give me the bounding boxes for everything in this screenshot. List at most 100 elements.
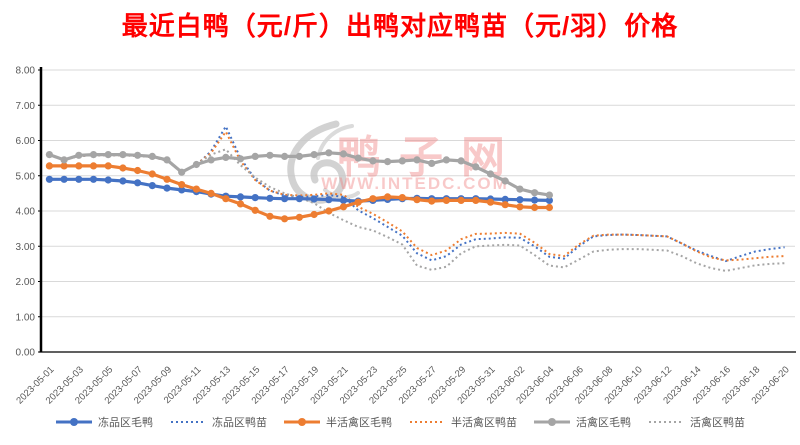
series-frozen-area-duck-marker xyxy=(325,196,333,204)
series-semi-live-area-duck-marker xyxy=(472,196,480,204)
series-live-area-duck-marker xyxy=(134,151,142,159)
series-frozen-area-duck-marker xyxy=(501,195,509,203)
series-semi-live-area-duck-marker xyxy=(60,162,68,170)
series-live-area-duck xyxy=(45,149,554,199)
series-live-area-duck-marker xyxy=(442,156,450,164)
series-live-area-duck-marker xyxy=(119,151,127,159)
series-live-area-duck-marker xyxy=(486,170,495,178)
series-live-area-duck-marker xyxy=(251,152,259,160)
series-live-area-duck-marker xyxy=(369,157,377,165)
legend-label: 冻品区毛鸭 xyxy=(98,417,153,429)
series-live-area-duck-marker xyxy=(501,177,509,185)
series-frozen-area-duck-marker xyxy=(281,195,289,203)
legend-label: 冻品区鸭苗 xyxy=(212,417,267,429)
series-live-area-duck-marker xyxy=(266,151,274,159)
legend-swatch-semi-live-area-duck-icon xyxy=(284,418,320,426)
series-semi-live-area-duck-marker xyxy=(266,212,274,220)
series-frozen-area-duck-marker xyxy=(104,176,112,184)
series-semi-live-area-duck-marker xyxy=(75,162,83,170)
series-semi-live-area-duck-marker xyxy=(486,198,495,206)
legend-item-frozen-area-duckling: 冻品区鸭苗 xyxy=(169,414,267,430)
series-frozen-area-duck-marker xyxy=(339,196,348,204)
legend-swatch-frozen-area-duckling-icon xyxy=(171,421,205,423)
series-live-area-duck-marker xyxy=(354,154,362,162)
series-semi-live-area-duck-marker xyxy=(192,185,200,193)
series-live-area-duck-marker xyxy=(163,156,171,164)
series-frozen-area-duck-marker xyxy=(163,184,171,192)
series-live-area-duck-marker xyxy=(178,168,186,176)
series-live-area-duck-marker xyxy=(457,157,465,165)
series-semi-live-area-duck-marker xyxy=(45,162,54,170)
series-live-area-duck-marker xyxy=(281,152,289,160)
series-live-area-duck-marker xyxy=(339,150,348,158)
series-semi-live-area-duck-marker xyxy=(251,206,259,214)
y-tick-label: 0.00 xyxy=(16,348,36,359)
series-semi-live-area-duck-marker xyxy=(369,195,377,203)
series-live-area-duck-marker xyxy=(428,159,436,167)
series-semi-live-area-duck-marker xyxy=(178,181,186,189)
series-semi-live-area-duck-marker xyxy=(545,203,554,212)
series-semi-live-area-duck-marker xyxy=(104,162,112,170)
chart-title: 最近白鸭（元/斤）出鸭对应鸭苗（元/羽）价格 xyxy=(121,11,679,41)
series-frozen-area-duck-marker xyxy=(251,194,259,202)
series-semi-live-area-duck-marker xyxy=(442,196,450,204)
legend-swatch-frozen-area-duck-icon xyxy=(56,418,92,426)
y-tick-label: 8.00 xyxy=(16,66,36,77)
series-live-area-duck-marker xyxy=(60,156,68,164)
series-live-area-duck-marker xyxy=(310,151,318,159)
series-semi-live-area-duck-marker xyxy=(384,193,392,201)
series-semi-live-area-duck-marker xyxy=(501,201,509,209)
series-semi-live-area-duck-marker xyxy=(89,162,98,170)
legend-item-live-area-duckling: 活禽区鸭苗 xyxy=(647,414,745,430)
series-frozen-area-duck-marker xyxy=(236,193,245,201)
series-semi-live-area-duck-marker xyxy=(325,207,333,215)
series-semi-live-area-duck-marker xyxy=(310,210,318,219)
series-frozen-area-duck-marker xyxy=(45,175,54,183)
legend-item-semi-live-area-duck: 半活禽区毛鸭 xyxy=(283,414,392,430)
series-live-area-duck-marker xyxy=(398,157,406,165)
series-live-area-duck-marker xyxy=(89,151,98,159)
series-semi-live-area-duck-marker xyxy=(531,203,539,212)
series-live-area-duck-marker xyxy=(236,155,245,163)
series-semi-live-area-duck-marker xyxy=(207,189,215,197)
series-semi-live-area-duck-marker xyxy=(134,166,142,175)
series-live-area-duck-marker xyxy=(516,185,524,193)
series-semi-live-area-duck-marker xyxy=(354,198,362,206)
y-tick-label: 5.00 xyxy=(16,171,36,182)
series-semi-live-area-duck-marker xyxy=(398,194,406,202)
legend-label: 活禽区鸭苗 xyxy=(690,417,745,429)
series-semi-live-area-duck-marker xyxy=(163,175,171,183)
y-tick-label: 6.00 xyxy=(16,136,36,147)
y-tick-label: 4.00 xyxy=(16,207,36,218)
series-semi-live-area-duck-marker xyxy=(516,203,524,211)
series-live-area-duck-marker xyxy=(222,153,230,161)
series-live-area-duck-marker xyxy=(413,156,421,164)
series-frozen-area-duck-marker xyxy=(60,175,68,183)
legend-swatch-live-area-duckling-icon xyxy=(649,421,683,423)
series-frozen-area-duck-marker xyxy=(178,186,186,194)
legend-swatch-semi-live-area-duckling-icon xyxy=(410,421,444,423)
legend-item-frozen-area-duck: 冻品区毛鸭 xyxy=(55,414,153,430)
series-semi-live-area-duck-marker xyxy=(339,203,348,211)
series-live-area-duck-marker xyxy=(545,191,554,199)
series-frozen-area-duck-marker xyxy=(531,196,539,204)
series-live-area-duck-marker xyxy=(75,151,83,159)
legend-item-live-area-duck: 活禽区毛鸭 xyxy=(533,414,631,430)
legend-label: 半活禽区鸭苗 xyxy=(451,417,517,429)
series-live-area-duck-marker xyxy=(207,156,215,164)
watermark-text: 鸭子网 xyxy=(337,133,523,182)
series-semi-live-area-duck-marker xyxy=(222,195,230,203)
series-frozen-area-duck-marker xyxy=(295,195,303,203)
legend: 冻品区毛鸭 冻品区鸭苗 半活禽区毛鸭 半活禽区鸭苗 活禽区毛鸭 活禽区鸭苗 xyxy=(0,414,800,430)
series-semi-live-area-duck-marker xyxy=(281,215,289,223)
series-frozen-area-duck-marker xyxy=(310,195,318,203)
series-semi-live-area-duck-marker xyxy=(236,200,245,208)
series-live-area-duck-marker xyxy=(148,152,156,160)
series-live-area-duck-marker xyxy=(45,151,54,159)
series-live-area-duck-marker xyxy=(531,189,539,197)
series-frozen-area-duck-marker xyxy=(89,175,98,183)
series-frozen-area-duck-marker xyxy=(516,196,524,204)
